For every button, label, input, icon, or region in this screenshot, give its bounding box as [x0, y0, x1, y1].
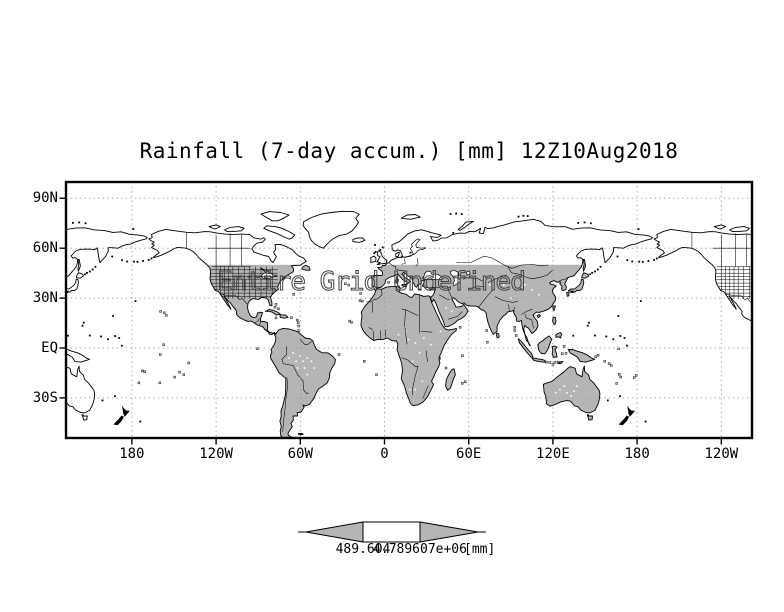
- island-specks-gray: [137, 281, 638, 385]
- colorbar-shape: [298, 521, 486, 543]
- undefined-point-specks: [288, 284, 578, 397]
- lat-tick-label-1: 60N: [32, 240, 58, 257]
- colorbar-max-label: 4.789607e+06: [373, 542, 467, 557]
- map-plot: Entire Grid Undefined: [56, 178, 762, 464]
- map-layers: Entire Grid Undefined: [66, 182, 752, 438]
- axis-ticks: [59, 197, 722, 445]
- undefined-grid-watermark: Entire Grid Undefined: [217, 267, 525, 297]
- lon-tick-label-5: 120E: [536, 446, 570, 462]
- black-islands: [67, 212, 658, 438]
- lat-tick-label-2: 30N: [32, 290, 58, 307]
- lon-tick-label-1: 120W: [199, 446, 233, 462]
- country-borders: [186, 232, 752, 433]
- lat-tick-label-0: 90N: [32, 190, 58, 207]
- lon-tick-label-6: 180: [624, 446, 650, 462]
- lat-tick-label-4: 30S: [32, 389, 58, 406]
- lon-tick-label-7: 120W: [704, 446, 739, 462]
- lon-tick-label-4: 60E: [456, 446, 482, 462]
- lon-tick-label-0: 180: [119, 446, 145, 462]
- colorbar: [296, 517, 496, 547]
- colorbar-min-label: 489.604: [335, 542, 391, 557]
- lon-tick-label-2: 60W: [287, 446, 313, 462]
- plot-title: Rainfall (7-day accum.) [mm] 12Z10Aug201…: [139, 139, 679, 163]
- world-map-canvas: Entire Grid Undefined: [59, 180, 754, 445]
- lat-tick-label-3: EQ: [41, 340, 58, 356]
- colorbar-units-label: [mm]: [464, 542, 496, 557]
- colorbar-canvas: [298, 521, 486, 543]
- plot-frame: [64, 180, 754, 440]
- lon-tick-label-3: 0: [380, 446, 389, 462]
- coastlines: [66, 210, 752, 438]
